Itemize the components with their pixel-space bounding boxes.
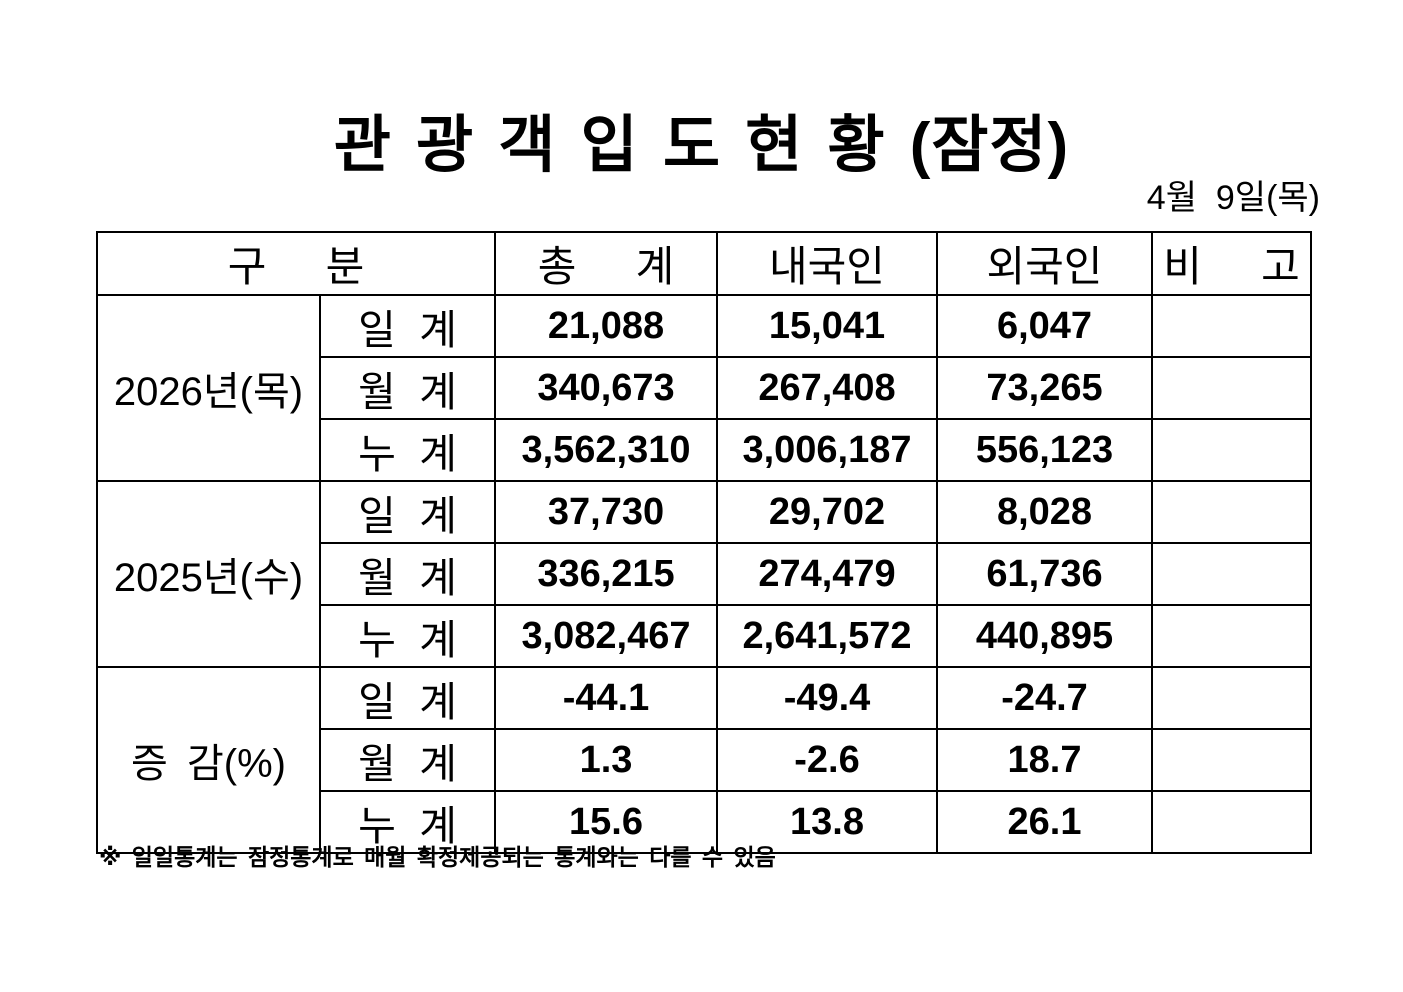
cell-note — [1151, 480, 1312, 544]
col-header-category: 구 분 — [96, 231, 496, 296]
cell-note — [1151, 790, 1312, 854]
sub-label-daily: 일 계 — [319, 666, 496, 730]
sub-label-cumulative: 누 계 — [319, 604, 496, 668]
report-date: 4월 9일(목) — [1146, 179, 1320, 217]
cell-note — [1151, 604, 1312, 668]
cell-foreign: 73,265 — [936, 356, 1153, 420]
footnote: ※ 일일통계는 잠정통계로 매월 확정제공되는 통계와는 다를 수 있음 — [99, 844, 776, 870]
group-label-2025: 2025년(수) — [96, 480, 321, 668]
tourist-arrivals-table: 구 분 총 계 내국인 외국인 비 고 2026년(목) 일 계 21,088 … — [96, 231, 1312, 854]
cell-note — [1151, 418, 1312, 482]
table-row: 2025년(수) 일 계 37,730 29,702 8,028 — [96, 480, 1312, 668]
table-header-row: 구 분 총 계 내국인 외국인 비 고 — [96, 231, 1312, 296]
cell-domestic: -2.6 — [716, 728, 938, 792]
group-label-change-pct: 증 감(%) — [96, 666, 321, 854]
sub-label-monthly: 월 계 — [319, 542, 496, 606]
group-label-2026: 2026년(목) — [96, 294, 321, 482]
cell-domestic: 274,479 — [716, 542, 938, 606]
table-row: 월 계 336,215 274,479 61,736 — [97, 542, 1312, 606]
cell-note — [1151, 356, 1312, 420]
cell-total: 15.6 — [494, 790, 718, 854]
col-header-note: 비 고 — [1151, 231, 1312, 296]
cell-total: 1.3 — [494, 728, 718, 792]
cell-note — [1151, 666, 1312, 730]
table-row: 누 계 3,082,467 2,641,572 440,895 — [97, 604, 1312, 668]
cell-foreign: 26.1 — [936, 790, 1153, 854]
sub-label-monthly: 월 계 — [319, 728, 496, 792]
cell-foreign: -24.7 — [936, 666, 1153, 730]
cell-total: 336,215 — [494, 542, 718, 606]
cell-total: 3,562,310 — [494, 418, 718, 482]
table-row: 누 계 15.6 13.8 26.1 — [97, 790, 1312, 854]
sub-label-cumulative: 누 계 — [319, 418, 496, 482]
cell-domestic: 2,641,572 — [716, 604, 938, 668]
table-row: 월 계 340,673 267,408 73,265 — [97, 356, 1312, 420]
cell-domestic: -49.4 — [716, 666, 938, 730]
cell-domestic: 13.8 — [716, 790, 938, 854]
cell-note — [1151, 294, 1312, 358]
cell-foreign: 18.7 — [936, 728, 1153, 792]
cell-domestic: 15,041 — [716, 294, 938, 358]
sub-label-daily: 일 계 — [319, 294, 496, 358]
cell-total: 3,082,467 — [494, 604, 718, 668]
table-row: 증 감(%) 일 계 -44.1 -49.4 -24.7 — [96, 666, 1312, 854]
cell-foreign: 61,736 — [936, 542, 1153, 606]
cell-foreign: 6,047 — [936, 294, 1153, 358]
cell-note — [1151, 728, 1312, 792]
cell-total: 340,673 — [494, 356, 718, 420]
sub-label-daily: 일 계 — [319, 480, 496, 544]
cell-total: -44.1 — [494, 666, 718, 730]
cell-note — [1151, 542, 1312, 606]
col-header-domestic: 내국인 — [716, 231, 938, 296]
sub-label-cumulative: 누 계 — [319, 790, 496, 854]
col-header-foreign: 외국인 — [936, 231, 1153, 296]
cell-total: 21,088 — [494, 294, 718, 358]
cell-foreign: 556,123 — [936, 418, 1153, 482]
cell-foreign: 440,895 — [936, 604, 1153, 668]
table-row: 2026년(목) 일 계 21,088 15,041 6,047 — [96, 294, 1312, 482]
col-header-total: 총 계 — [494, 231, 718, 296]
cell-domestic: 267,408 — [716, 356, 938, 420]
cell-domestic: 3,006,187 — [716, 418, 938, 482]
cell-domestic: 29,702 — [716, 480, 938, 544]
document-title: 관 광 객 입 도 현 황 (잠정) — [333, 111, 1070, 180]
table-row: 누 계 3,562,310 3,006,187 556,123 — [97, 418, 1312, 482]
cell-total: 37,730 — [494, 480, 718, 544]
sub-label-monthly: 월 계 — [319, 356, 496, 420]
table-row: 월 계 1.3 -2.6 18.7 — [97, 728, 1312, 792]
cell-foreign: 8,028 — [936, 480, 1153, 544]
